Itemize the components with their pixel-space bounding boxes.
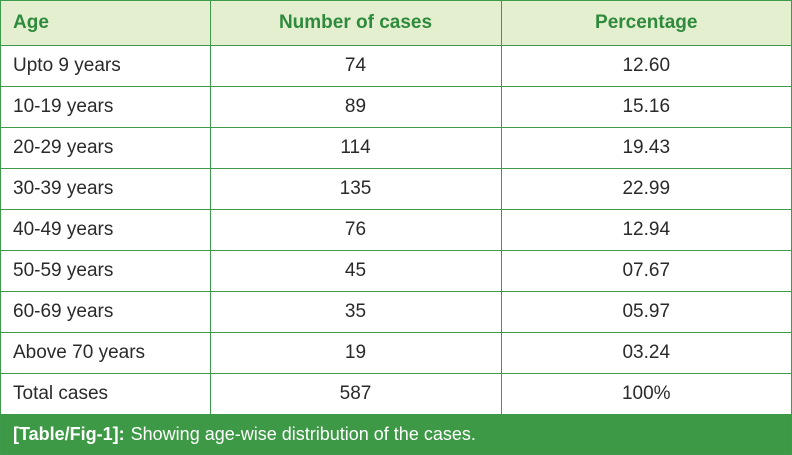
table-row: 20-29 years 114 19.43 [1, 127, 791, 169]
header-number-of-cases: Number of cases [210, 1, 502, 46]
table-total-row: Total cases 587 100% [1, 373, 791, 415]
cell-percentage: 05.97 [501, 291, 791, 333]
cell-age: 10-19 years [1, 86, 211, 128]
figure-caption: [Table/Fig-1]: Showing age-wise distribu… [1, 414, 791, 454]
cell-percentage: 19.43 [501, 127, 791, 169]
table-row: 40-49 years 76 12.94 [1, 209, 791, 251]
caption-tag: [Table/Fig-1]: [13, 423, 125, 444]
cell-age: 40-49 years [1, 209, 211, 251]
cell-percentage: 12.94 [501, 209, 791, 251]
cell-cases: 45 [210, 250, 502, 292]
header-age: Age [1, 1, 211, 46]
cell-age: 60-69 years [1, 291, 211, 333]
cell-cases: 35 [210, 291, 502, 333]
cell-age: 20-29 years [1, 127, 211, 169]
table-row: Upto 9 years 74 12.60 [1, 45, 791, 87]
age-distribution-table: Age Number of cases Percentage Upto 9 ye… [1, 1, 791, 415]
header-percentage: Percentage [501, 1, 791, 46]
cell-cases: 76 [210, 209, 502, 251]
cell-percentage: 12.60 [501, 45, 791, 87]
cell-cases: 135 [210, 168, 502, 210]
table-row: 50-59 years 45 07.67 [1, 250, 791, 292]
table-row: 60-69 years 35 05.97 [1, 291, 791, 333]
cell-percentage: 03.24 [501, 332, 791, 374]
cell-cases: 74 [210, 45, 502, 87]
table-header-row: Age Number of cases Percentage [1, 1, 791, 46]
cell-percentage: 100% [501, 373, 791, 415]
table-row: Above 70 years 19 03.24 [1, 332, 791, 374]
table-row: 30-39 years 135 22.99 [1, 168, 791, 210]
cell-cases: 587 [210, 373, 502, 415]
cell-percentage: 22.99 [501, 168, 791, 210]
cell-age: Total cases [1, 373, 211, 415]
cell-age: Above 70 years [1, 332, 211, 374]
cell-cases: 19 [210, 332, 502, 374]
cell-cases: 89 [210, 86, 502, 128]
table-row: 10-19 years 89 15.16 [1, 86, 791, 128]
cell-age: 50-59 years [1, 250, 211, 292]
cell-age: Upto 9 years [1, 45, 211, 87]
caption-text: Showing age-wise distribution of the cas… [130, 423, 476, 444]
cell-percentage: 07.67 [501, 250, 791, 292]
cell-age: 30-39 years [1, 168, 211, 210]
cell-percentage: 15.16 [501, 86, 791, 128]
cell-cases: 114 [210, 127, 502, 169]
